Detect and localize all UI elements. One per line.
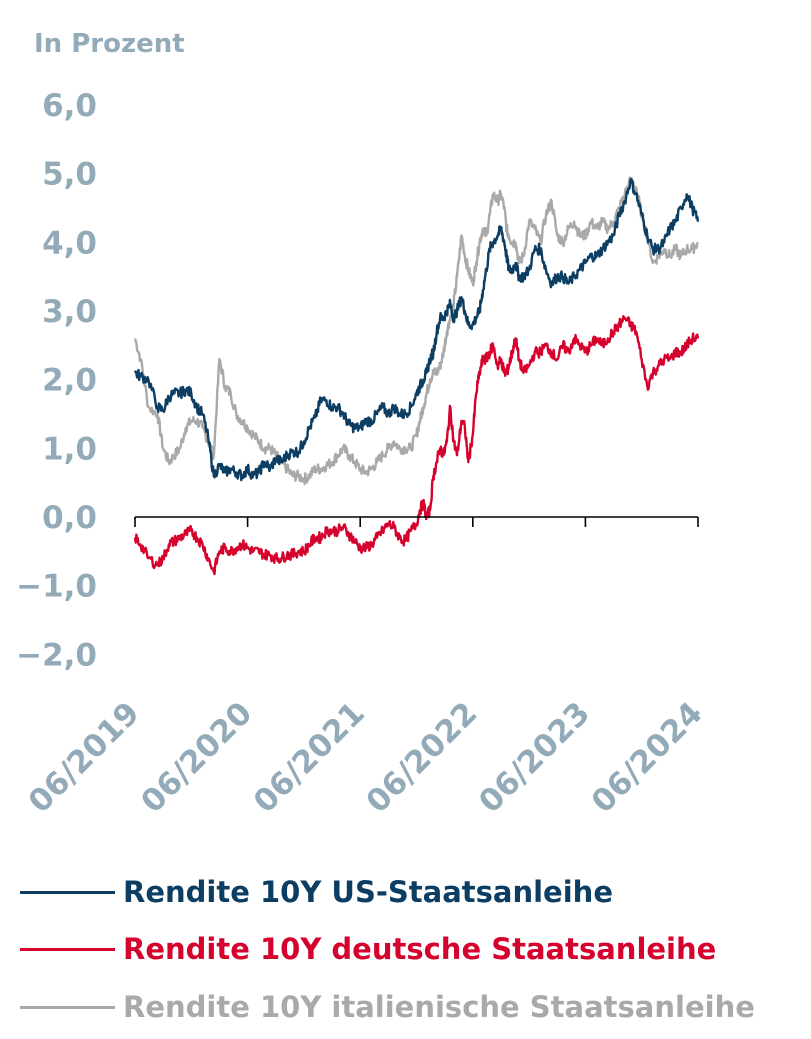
y-tick-label: 0,0 (42, 500, 97, 536)
x-tick-label: 06/2020 (134, 695, 259, 820)
legend-item-us: Rendite 10Y US-Staatsanleihe (20, 875, 613, 909)
y-tick-label: 3,0 (42, 294, 97, 330)
x-tick-label: 06/2021 (247, 695, 372, 820)
legend-label-us: Rendite 10Y US-Staatsanleihe (123, 875, 613, 909)
yield-chart: In Prozent 6,0 5,0 4,0 3,0 2,0 1,0 0,0 −1,0 −2,0… (16, 29, 710, 820)
x-tick-label: 06/2022 (359, 695, 484, 820)
y-axis-unit-label: In Prozent (34, 29, 185, 59)
y-tick-labels: 6,0 5,0 4,0 3,0 2,0 1,0 0,0 −1,0 −2,0 (16, 88, 97, 673)
x-tick-label: 06/2023 (472, 695, 597, 820)
legend-swatch-de (20, 947, 115, 951)
legend-swatch-us (20, 890, 115, 894)
y-tick-label: 4,0 (42, 225, 97, 261)
y-tick-label: −2,0 (16, 637, 97, 673)
legend-item-de: Rendite 10Y deutsche Staatsanleihe (20, 932, 716, 966)
legend-label-de: Rendite 10Y deutsche Staatsanleihe (123, 932, 717, 966)
legend-item-it: Rendite 10Y italienische Staatsanleihe (20, 990, 755, 1024)
series-line-0 (133, 176, 700, 486)
legend-label-it: Rendite 10Y italienische Staatsanleihe (123, 990, 755, 1024)
y-tick-label: 5,0 (42, 157, 97, 193)
x-tick-label: 06/2024 (585, 695, 710, 820)
x-tick-label: 06/2019 (22, 695, 147, 820)
legend-swatch-it (20, 1005, 115, 1009)
y-tick-label: −1,0 (16, 569, 97, 605)
y-tick-label: 2,0 (42, 363, 97, 399)
y-tick-label: 1,0 (42, 431, 97, 467)
series-line-2 (133, 315, 700, 576)
x-axis (134, 516, 699, 527)
series-lines (133, 176, 700, 576)
series-line-1 (133, 177, 700, 482)
y-tick-label: 6,0 (42, 88, 97, 124)
x-tick-labels: 06/201906/202006/202106/202206/202306/20… (22, 695, 710, 820)
